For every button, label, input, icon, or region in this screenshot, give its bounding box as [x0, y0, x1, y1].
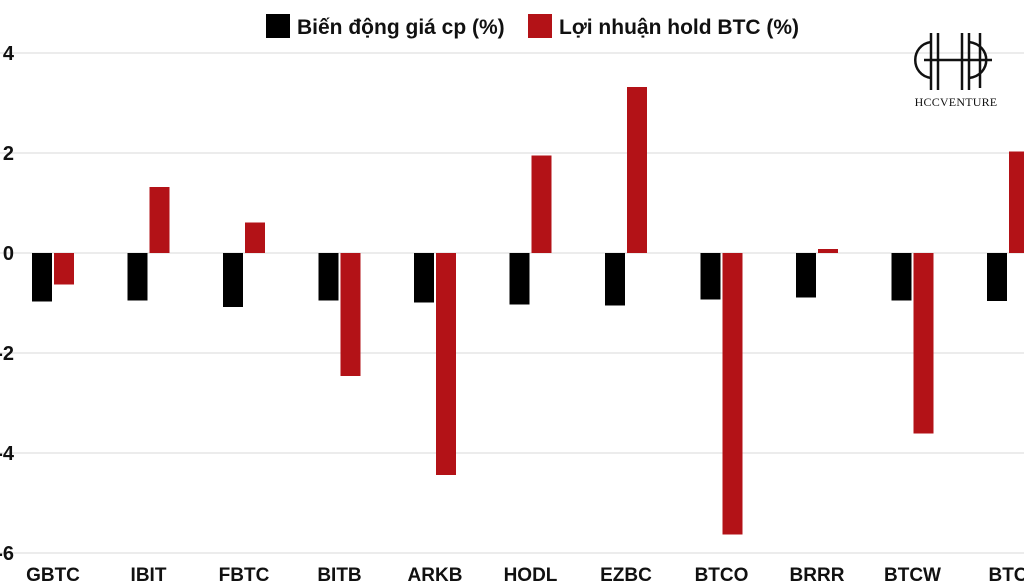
- legend-swatch: [266, 14, 290, 38]
- bar-btc-hold-return-bitb: [340, 253, 361, 376]
- bar-btc-hold-return-arkb: [436, 253, 456, 475]
- bar-price-change-arkb: [414, 253, 434, 303]
- bar-btc-hold-return-brrr: [818, 249, 838, 253]
- x-category-label: ARKB: [408, 565, 463, 582]
- legend-item: Lợi nhuận hold BTC (%): [528, 14, 799, 39]
- bar-btc-hold-return-gbtc: [54, 253, 74, 285]
- y-tick-label: 2: [3, 143, 14, 165]
- x-axis-categories: GBTC IBIT FBTC BITB ARKB HODL EZBC BTCO BRRR BTCW…: [26, 565, 1024, 582]
- x-category-label: BTCO: [695, 565, 749, 582]
- legend-label: Lợi nhuận hold BTC (%): [559, 16, 799, 39]
- bar-price-change-bitb: [318, 253, 339, 301]
- x-category-label: BITB: [317, 565, 361, 582]
- logo-text: HCCVENTURE: [915, 95, 998, 109]
- bar-btc-hold-return-ibit: [149, 187, 170, 253]
- bar-btc-hold-return-fbtc: [245, 222, 265, 253]
- bar-price-change-brrr: [796, 253, 816, 298]
- x-category-label: FBTC: [219, 565, 270, 582]
- bar-btc-hold-return-btc: [1009, 151, 1024, 253]
- bar-price-change-btcw: [891, 253, 912, 301]
- x-category-label: BTCW: [884, 565, 941, 582]
- bar-price-change-gbtc: [32, 253, 52, 302]
- legend-label: Biến động giá cp (%): [297, 16, 505, 39]
- bar-btc-hold-return-hodl: [531, 155, 552, 253]
- bar-btc-hold-return-btcw: [913, 253, 934, 434]
- y-axis-ticks: -6 -4 -2 0 2 4: [0, 43, 15, 565]
- bar-price-change-ezbc: [605, 253, 625, 306]
- bar-price-change-hodl: [509, 253, 530, 305]
- x-category-label: BTC: [988, 565, 1024, 582]
- legend-swatch: [528, 14, 552, 38]
- y-tick-label: -6: [0, 543, 14, 565]
- x-category-label: IBIT: [131, 565, 167, 582]
- x-category-label: HODL: [504, 565, 558, 582]
- bars: [32, 87, 1024, 535]
- gridlines: [0, 52, 1024, 554]
- legend-item: Biến động giá cp (%): [266, 14, 505, 39]
- x-category-label: BRRR: [790, 565, 845, 582]
- hcc-monogram-icon: [914, 33, 992, 90]
- bar-price-change-ibit: [127, 253, 148, 301]
- x-category-label: EZBC: [600, 565, 652, 582]
- legend: Biến động giá cp (%) Lợi nhuận hold BTC (…: [266, 14, 799, 39]
- hccventure-logo: HCCVENTURE: [914, 33, 998, 109]
- y-tick-label: -2: [0, 343, 14, 365]
- y-tick-label: -4: [0, 443, 15, 465]
- y-tick-label: 0: [3, 243, 14, 265]
- bar-price-change-btc: [987, 253, 1007, 301]
- y-tick-label: 4: [3, 43, 15, 65]
- x-category-label: GBTC: [26, 565, 80, 582]
- bar-btc-hold-return-ezbc: [627, 87, 647, 253]
- bar-price-change-fbtc: [223, 253, 243, 307]
- bar-price-change-btco: [700, 253, 721, 300]
- bar-btc-hold-return-btco: [722, 253, 743, 535]
